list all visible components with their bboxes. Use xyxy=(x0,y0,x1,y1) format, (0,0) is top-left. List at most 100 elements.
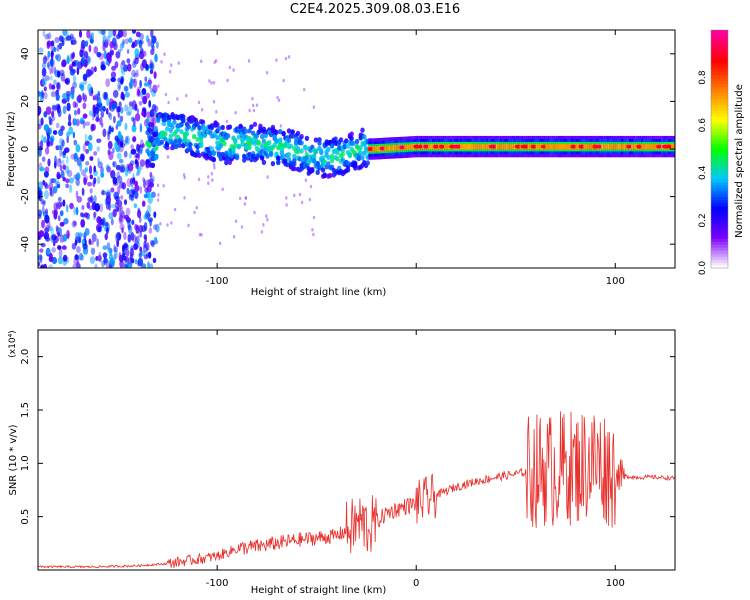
noise-blob xyxy=(58,248,63,258)
noise-blob xyxy=(137,257,144,267)
faint-dot xyxy=(300,200,304,205)
colorbar-segment xyxy=(711,166,728,171)
noise-blob xyxy=(75,60,80,66)
noise-blob xyxy=(73,258,78,265)
noise-blob xyxy=(88,142,93,152)
noise-blob xyxy=(137,88,141,96)
noise-blob xyxy=(43,124,50,132)
colorbar-segment xyxy=(711,59,728,64)
faint-dot xyxy=(266,217,269,222)
noise-blob xyxy=(114,61,119,69)
ridge-band-seg xyxy=(394,145,397,151)
noise-blob xyxy=(151,191,157,198)
noise-blob xyxy=(47,140,51,148)
colorbar-tick-label: 0.0 xyxy=(698,261,708,276)
faint-dot xyxy=(197,100,201,105)
noise-blob xyxy=(145,92,150,99)
ridge-blob xyxy=(166,114,172,120)
ridge-peak xyxy=(666,144,672,149)
noise-blob xyxy=(63,218,69,225)
noise-blob xyxy=(38,141,41,147)
noise-blob xyxy=(134,259,138,265)
faint-dot xyxy=(185,93,188,98)
noise-blob xyxy=(43,54,47,63)
noise-blob xyxy=(55,225,59,232)
noise-blob xyxy=(38,47,44,53)
noise-blob xyxy=(48,115,51,121)
ridge-peak xyxy=(530,144,537,149)
noise-blob xyxy=(131,177,135,185)
ridge-band-seg xyxy=(464,143,467,150)
noise-blob xyxy=(150,240,155,248)
ridge-band-seg xyxy=(545,143,548,150)
noise-blob xyxy=(148,251,152,259)
noise-blob xyxy=(132,136,137,143)
noise-blob xyxy=(82,92,85,101)
colorbar-segment xyxy=(711,35,728,40)
ridge-blob xyxy=(154,145,159,151)
noise-blob xyxy=(105,60,110,66)
noise-blob xyxy=(141,111,145,116)
faint-dot xyxy=(312,232,315,237)
noise-blob xyxy=(131,41,135,48)
faint-dot xyxy=(303,87,306,92)
ridge-blob xyxy=(222,140,227,147)
noise-blob xyxy=(112,30,117,37)
noise-blob xyxy=(43,136,47,144)
colorbar-segment xyxy=(711,232,728,236)
faint-dot xyxy=(177,61,180,65)
ridge-band-seg xyxy=(406,144,409,150)
noise-blob xyxy=(72,75,77,83)
ridge-peak xyxy=(367,147,374,151)
noise-blob xyxy=(66,136,69,144)
noise-blob xyxy=(69,33,74,39)
noise-blob xyxy=(73,206,76,216)
ridge-blob xyxy=(297,156,302,162)
y-tick-label: 0.5 xyxy=(20,509,31,525)
noise-blob xyxy=(106,97,110,107)
noise-blob xyxy=(60,170,65,179)
ridge-band-seg xyxy=(372,146,375,152)
ridge-blob xyxy=(156,117,161,123)
noise-blob xyxy=(107,131,110,141)
noise-blob xyxy=(94,263,98,268)
noise-blob xyxy=(117,77,121,83)
ridge-band-seg xyxy=(503,143,506,150)
ridge-band-seg xyxy=(613,143,616,150)
noise-blob xyxy=(44,214,50,224)
noise-blob xyxy=(42,200,46,207)
faint-dot xyxy=(260,230,264,234)
snr-scale-label: (x10⁴) xyxy=(8,330,18,357)
noise-blob xyxy=(97,161,103,169)
noise-blob xyxy=(100,64,106,71)
y-tick-label: 40 xyxy=(20,47,31,60)
noise-blob xyxy=(80,219,86,228)
noise-blob xyxy=(85,40,89,47)
noise-blob xyxy=(57,245,62,250)
x-tick-label: 100 xyxy=(606,276,625,287)
colorbar-segment xyxy=(711,125,728,129)
noise-blob xyxy=(139,185,142,194)
noise-blob xyxy=(136,86,141,94)
noise-blob xyxy=(130,144,134,150)
noise-blob xyxy=(56,173,62,180)
noise-blob xyxy=(109,50,113,58)
ridge-blob xyxy=(179,129,184,135)
noise-blob xyxy=(102,217,106,227)
faint-dot xyxy=(163,52,166,56)
ridge-band-seg xyxy=(446,143,449,150)
ridge-peak xyxy=(379,146,386,151)
x-tick-label: -100 xyxy=(206,276,229,287)
ridge-blob xyxy=(197,125,202,131)
noise-blob xyxy=(104,233,108,241)
noise-blob xyxy=(123,242,128,249)
noise-blob xyxy=(112,176,118,185)
noise-blob xyxy=(118,164,124,173)
noise-blob xyxy=(108,112,113,121)
noise-blob xyxy=(98,251,102,260)
noise-blob xyxy=(109,41,115,49)
noise-blob xyxy=(133,243,139,251)
noise-blob xyxy=(41,78,47,86)
ridge-band-seg xyxy=(603,143,606,150)
colorbar-segment xyxy=(711,149,728,153)
